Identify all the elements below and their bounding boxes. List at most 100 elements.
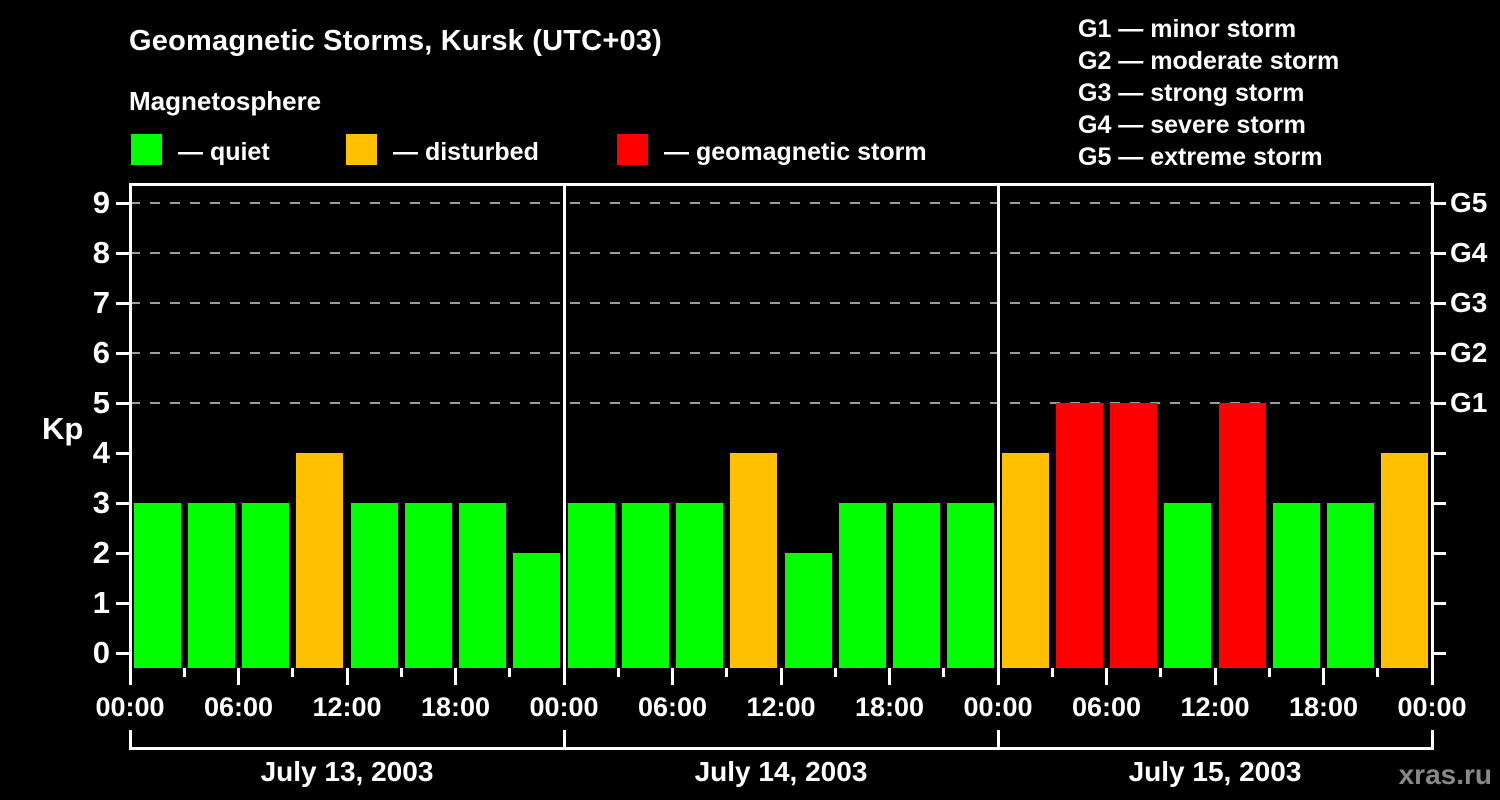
kp-bar [404, 503, 452, 668]
y-axis-tick-right [1433, 201, 1446, 205]
x-axis-major-tick [562, 668, 566, 685]
y-tick-label: 3 [92, 485, 110, 520]
date-bracket-tick [562, 730, 566, 750]
quiet-legend-label: — quiet [178, 138, 270, 166]
date-bracket-tick [128, 730, 132, 750]
kp-bar [1110, 403, 1158, 668]
x-axis-minor-tick [399, 668, 403, 677]
watermark: xras.ru [1398, 759, 1492, 790]
storm-scale-line: G2 — moderate storm [1078, 47, 1340, 75]
x-axis-major-tick [1105, 668, 1108, 685]
kp-bar [947, 503, 995, 668]
x-axis-minor-tick [182, 668, 186, 677]
y-axis-right [1430, 184, 1434, 668]
y-axis-tick [116, 401, 129, 405]
y-axis-left [128, 184, 132, 668]
date-label: July 15, 2003 [1128, 756, 1302, 787]
g-scale-label: G4 [1450, 237, 1488, 268]
x-axis-minor-tick [1267, 668, 1271, 677]
y-axis-tick-right [1433, 601, 1446, 605]
y-axis-tick-right [1433, 451, 1446, 455]
x-axis-minor-tick [291, 668, 295, 677]
y-axis-tick-right [1433, 501, 1446, 505]
x-axis-major-tick [237, 668, 240, 685]
kp-bar [730, 453, 778, 668]
y-axis-tick [116, 551, 129, 555]
date-label: July 14, 2003 [694, 756, 868, 787]
kp-bar [567, 503, 615, 668]
x-axis-major-tick [671, 668, 674, 685]
x-axis-major-tick [1430, 668, 1434, 685]
x-axis-major-tick [996, 668, 1000, 685]
g-scale-label: G2 [1450, 337, 1488, 368]
quiet-swatch [131, 134, 162, 165]
time-tick-label: 06:00 [203, 692, 274, 722]
kp-bar [621, 503, 669, 668]
kp-bar [513, 553, 561, 668]
gridline-kp8 [130, 252, 1432, 254]
y-tick-label: 1 [92, 585, 110, 620]
x-axis-minor-tick [725, 668, 729, 677]
y-tick-label: 4 [92, 435, 110, 470]
date-bracket-tick [996, 730, 1000, 750]
x-axis-major-tick [888, 668, 891, 685]
y-axis-tick [116, 651, 129, 655]
gridline-kp6 [130, 352, 1432, 354]
day-separator [562, 184, 566, 668]
g-scale-label: G3 [1450, 287, 1488, 318]
y-tick-label: 8 [92, 235, 110, 270]
time-tick-label: 12:00 [312, 692, 382, 722]
storm-scale-line: G1 — minor storm [1078, 15, 1297, 43]
kp-bar [296, 453, 344, 668]
x-axis-major-tick [345, 668, 349, 685]
y-axis-tick [116, 501, 129, 505]
time-tick-label: 00:00 [95, 692, 165, 722]
storm-scale-line: G4 — severe storm [1078, 111, 1306, 139]
gridline-kp5 [130, 402, 1432, 404]
storm-scale-legend: G1 — minor storm G2 — moderate storm G3 — … [1078, 13, 1339, 173]
kp-bar [838, 503, 886, 668]
time-tick-label: 00:00 [1397, 692, 1467, 722]
x-axis-minor-tick [833, 668, 837, 677]
disturbed-swatch [346, 134, 377, 165]
g-scale-label: G1 [1450, 387, 1488, 418]
time-tick-label: 00:00 [529, 692, 599, 722]
x-axis-major-tick [128, 668, 132, 685]
x-axis-major-tick [1213, 668, 1217, 685]
g-scale-label: G5 [1450, 187, 1488, 218]
y-tick-label: 7 [92, 285, 110, 320]
date-bracket [130, 747, 1432, 750]
date-label: July 13, 2003 [260, 756, 434, 787]
y-axis-tick-right [1433, 301, 1446, 305]
kp-bar [893, 503, 941, 668]
y-axis-tick-right [1433, 651, 1446, 655]
kp-bar [187, 503, 235, 668]
y-tick-label: 9 [92, 185, 110, 220]
plot-area [130, 184, 1432, 668]
chart-title: Geomagnetic Storms, Kursk (UTC+03) [129, 25, 662, 57]
kp-bar [1055, 403, 1103, 668]
time-tick-label: 06:00 [637, 692, 708, 722]
y-axis-tick-right [1433, 351, 1446, 355]
storm-swatch [617, 134, 648, 165]
x-axis-major-tick [1322, 668, 1325, 685]
y-tick-label: 5 [92, 385, 110, 420]
y-axis-tick [116, 251, 129, 255]
x-axis-minor-tick [508, 668, 512, 677]
kp-bar [676, 503, 724, 668]
time-tick-label: 06:00 [1071, 692, 1142, 722]
day-separator [996, 184, 1000, 668]
x-axis-minor-tick [1376, 668, 1380, 677]
y-tick-label: 0 [92, 635, 110, 670]
x-axis-minor-tick [942, 668, 946, 677]
storm-legend-label: — geomagnetic storm [664, 138, 927, 166]
gridline-kp7 [130, 302, 1432, 304]
y-axis-tick-right [1433, 551, 1446, 555]
y-axis-tick [116, 451, 129, 455]
kp-bar [1218, 403, 1266, 668]
kp-bar [1327, 503, 1375, 668]
y-tick-label: 2 [92, 535, 110, 570]
disturbed-legend-label: — disturbed [393, 138, 539, 166]
kp-axis-label: Kp [42, 411, 84, 446]
x-axis-minor-tick [616, 668, 620, 677]
